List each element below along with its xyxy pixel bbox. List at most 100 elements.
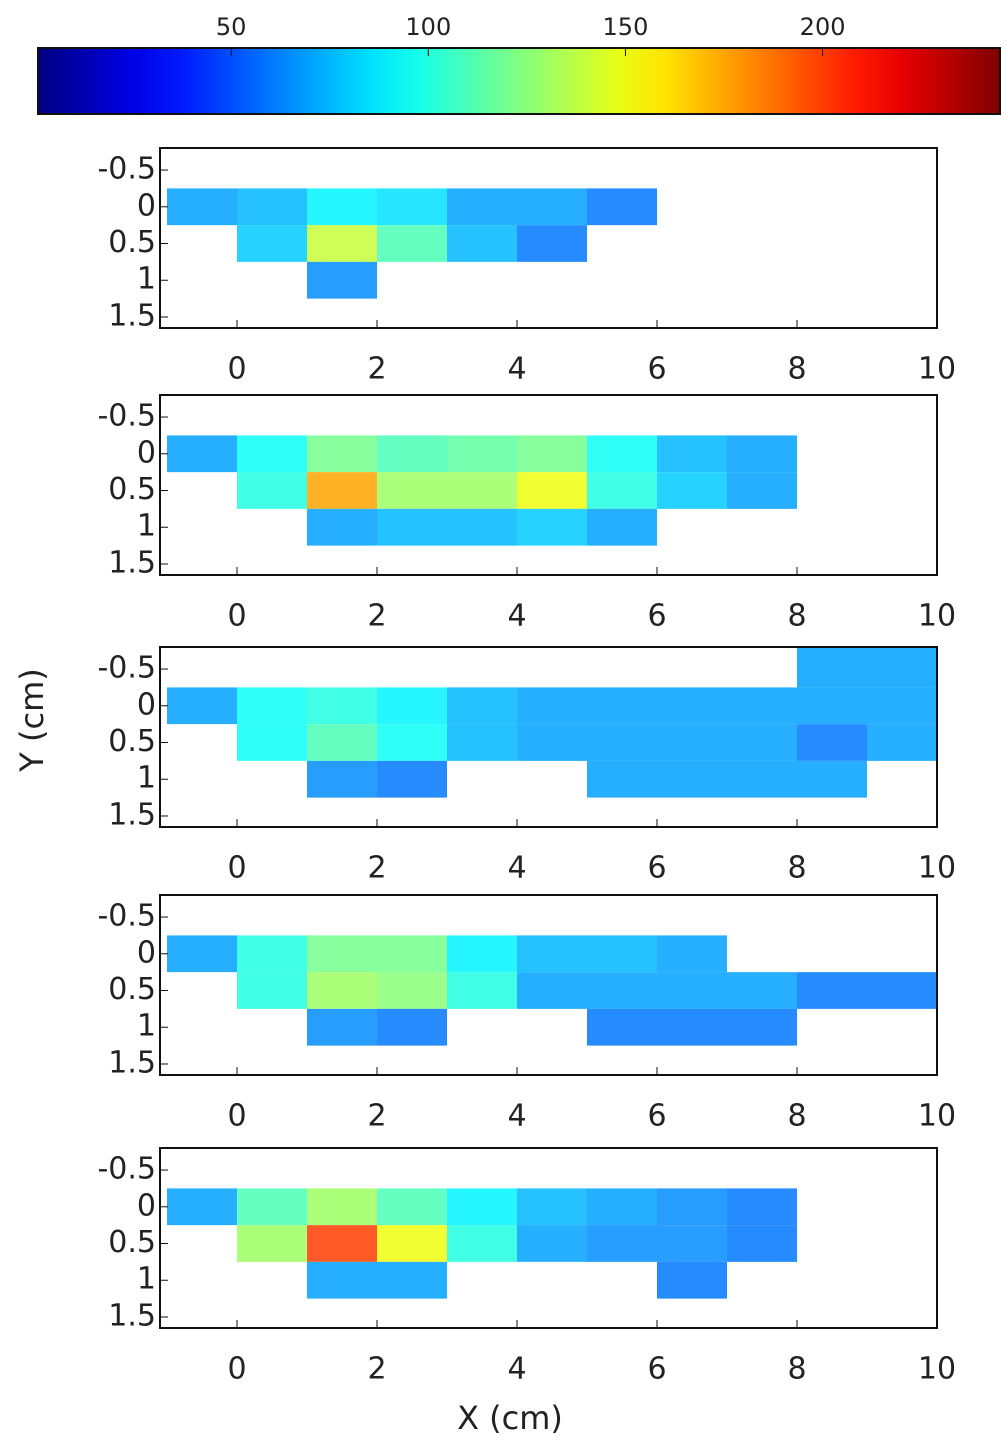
x-tick-label: 10 bbox=[918, 352, 956, 387]
heatmap-cell bbox=[797, 760, 867, 798]
y-tick-label: -0.5 bbox=[97, 1152, 156, 1187]
heatmap-cell bbox=[657, 687, 727, 725]
x-tick-label: 10 bbox=[918, 599, 956, 634]
heatmap-cell bbox=[307, 972, 377, 1009]
heatmap-cell bbox=[377, 508, 447, 546]
plot-frame bbox=[159, 1147, 938, 1329]
heatmap-cell bbox=[727, 435, 797, 473]
y-tick-label: 0 bbox=[137, 435, 156, 470]
y-tick-label: 0.5 bbox=[108, 225, 156, 260]
colorbar bbox=[37, 47, 1001, 115]
heatmap-cell bbox=[307, 724, 377, 761]
y-tick-label: 0 bbox=[137, 935, 156, 970]
heatmap-cell bbox=[587, 472, 657, 509]
x-tick-label: 0 bbox=[227, 1099, 246, 1134]
heatmap-cell bbox=[727, 1225, 797, 1262]
heatmap-cell bbox=[587, 760, 657, 798]
heatmap-cell bbox=[377, 724, 447, 761]
heatmap-cell bbox=[237, 435, 307, 473]
x-tick-label: 2 bbox=[367, 851, 386, 886]
heatmap-cell bbox=[167, 188, 237, 226]
x-tick-label: 2 bbox=[367, 599, 386, 634]
x-tick-label: 4 bbox=[507, 599, 526, 634]
heatmap-cell bbox=[657, 760, 727, 798]
colorbar-tick-label: 150 bbox=[603, 13, 649, 41]
heatmap-cell bbox=[727, 472, 797, 509]
x-tick-label: 8 bbox=[787, 851, 806, 886]
heatmap-cell bbox=[377, 972, 447, 1009]
heatmap-cell bbox=[377, 1225, 447, 1262]
heatmap-cell bbox=[167, 935, 237, 973]
heatmap-cell bbox=[377, 935, 447, 973]
heatmap-cell bbox=[517, 1225, 587, 1262]
heatmap-cell bbox=[587, 935, 657, 973]
heatmap-cell bbox=[307, 508, 377, 546]
y-tick-label: 0 bbox=[137, 1188, 156, 1223]
heatmap-cell bbox=[377, 472, 447, 509]
y-axis-label: Y (cm) bbox=[13, 668, 51, 772]
x-tick-label: 4 bbox=[507, 352, 526, 387]
heatmap-cell bbox=[867, 647, 937, 688]
heatmap-cell bbox=[517, 188, 587, 226]
heatmap-cell bbox=[797, 647, 867, 688]
heatmap-cell bbox=[447, 972, 517, 1009]
y-tick-label: 1 bbox=[137, 1262, 156, 1297]
y-tick-label: 1.5 bbox=[108, 298, 156, 333]
y-tick-label: 1.5 bbox=[108, 545, 156, 580]
x-tick-label: 10 bbox=[918, 1352, 956, 1387]
heatmap-cell bbox=[727, 724, 797, 761]
x-tick-label: 0 bbox=[227, 352, 246, 387]
heatmap-cell bbox=[867, 687, 937, 725]
heatmap-cell bbox=[657, 1225, 727, 1262]
heatmap-cell bbox=[447, 724, 517, 761]
heatmap-cell bbox=[797, 724, 867, 761]
heatmap-cell bbox=[167, 687, 237, 725]
heatmap-cell bbox=[377, 225, 447, 262]
x-tick-label: 0 bbox=[227, 599, 246, 634]
x-tick-label: 8 bbox=[787, 599, 806, 634]
heatmap-cell bbox=[587, 435, 657, 473]
heatmap-cell bbox=[237, 687, 307, 725]
heatmap-cell bbox=[447, 188, 517, 226]
x-tick-label: 2 bbox=[367, 1352, 386, 1387]
y-tick-label: -0.5 bbox=[97, 651, 156, 686]
heatmap-cell bbox=[517, 435, 587, 473]
heatmap-cell bbox=[587, 508, 657, 546]
heatmap-cell bbox=[727, 1188, 797, 1226]
x-tick-label: 2 bbox=[367, 352, 386, 387]
x-axis-label: X (cm) bbox=[457, 1399, 563, 1437]
heatmap-cell bbox=[587, 1188, 657, 1226]
heatmap-cell bbox=[307, 261, 377, 299]
x-tick-label: 10 bbox=[918, 851, 956, 886]
heatmap-cell bbox=[657, 1188, 727, 1226]
heatmap bbox=[167, 647, 937, 798]
heatmap-cell bbox=[307, 1261, 377, 1299]
y-tick-label: 1.5 bbox=[108, 797, 156, 832]
heatmap-cell bbox=[237, 225, 307, 262]
y-tick-label: 1.5 bbox=[108, 1045, 156, 1080]
y-tick-label: -0.5 bbox=[97, 399, 156, 434]
y-tick-label: -0.5 bbox=[97, 152, 156, 187]
y-tick-label: 0.5 bbox=[108, 1225, 156, 1260]
heatmap-cell bbox=[517, 935, 587, 973]
heatmap-cell bbox=[307, 1188, 377, 1226]
plot-frame bbox=[159, 394, 938, 576]
heatmap-cell bbox=[237, 724, 307, 761]
heatmap-cell bbox=[587, 1225, 657, 1262]
heatmap-cell bbox=[307, 435, 377, 473]
y-tick-label: 1.5 bbox=[108, 1298, 156, 1333]
heatmap-cell bbox=[727, 687, 797, 725]
colorbar-tick-label: 100 bbox=[405, 13, 451, 41]
heatmap-cell bbox=[587, 188, 657, 226]
heatmap-cell bbox=[447, 435, 517, 473]
heatmap-cell bbox=[167, 435, 237, 473]
heatmap-cell bbox=[587, 724, 657, 761]
heatmap-cell bbox=[447, 508, 517, 546]
heatmap bbox=[167, 435, 797, 546]
heatmap-cell bbox=[867, 972, 937, 1009]
heatmap-cell bbox=[657, 1008, 727, 1046]
heatmap-cell bbox=[377, 687, 447, 725]
heatmap-cell bbox=[237, 1188, 307, 1226]
heatmap-cell bbox=[517, 508, 587, 546]
heatmap-cell bbox=[377, 435, 447, 473]
